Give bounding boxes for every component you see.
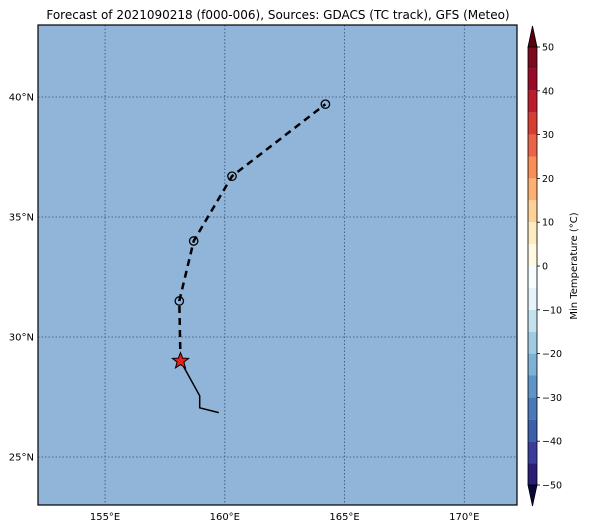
colorbar-tick-label: 40 xyxy=(542,86,554,97)
colorbar-band xyxy=(528,134,537,157)
latitude-tick-label: 35°N xyxy=(9,213,34,224)
ocean-background xyxy=(38,25,517,505)
colorbar-band xyxy=(528,353,537,376)
colorbar-tick-label: −30 xyxy=(542,393,562,404)
colorbar-band xyxy=(528,68,537,91)
colorbar-band xyxy=(528,397,537,420)
longitude-tick-label: 155°E xyxy=(90,512,120,523)
cyclone-track xyxy=(171,99,331,414)
longitude-tick-label: 165°E xyxy=(329,512,359,523)
figure-title: Forecast of 2021090218 (f000-006), Sourc… xyxy=(46,8,509,22)
observed-track-line xyxy=(179,360,219,414)
colorbar-band xyxy=(528,266,537,288)
colorbar-band xyxy=(528,463,537,485)
colorbar-min-extension xyxy=(527,484,538,507)
colorbar-band xyxy=(528,309,537,332)
graticule xyxy=(38,25,517,505)
longitude-tick-label: 170°E xyxy=(449,512,479,523)
colorbar-band xyxy=(528,47,537,69)
forecast-track-line xyxy=(178,103,327,362)
colorbar-band xyxy=(528,244,537,266)
colorbar-max-extension xyxy=(527,25,538,48)
colorbar-band xyxy=(528,90,537,113)
colorbar-band xyxy=(528,287,537,310)
colorbar-tick-label: −10 xyxy=(542,305,562,316)
latitude-tick-label: 30°N xyxy=(9,333,34,344)
longitude-axis: 155°E 160°E 165°E 170°E xyxy=(90,512,480,523)
latitude-axis: 25°N 30°N 35°N 40°N xyxy=(9,93,34,464)
colorbar-tick-label: −40 xyxy=(542,437,562,448)
colorbar-tick-label: 30 xyxy=(542,130,554,141)
latitude-tick-label: 40°N xyxy=(9,93,34,104)
forecast-position-marker xyxy=(174,296,185,306)
latitude-tick-label: 25°N xyxy=(9,453,34,464)
colorbar-band xyxy=(528,200,537,223)
colorbar-band xyxy=(528,112,537,135)
colorbar-band xyxy=(528,419,537,442)
colorbar-tick-label: 0 xyxy=(542,262,548,273)
forecast-position-marker xyxy=(227,171,237,182)
map-frame xyxy=(37,24,518,506)
colorbar-tick-label: −20 xyxy=(542,349,562,360)
longitude-tick-label: 160°E xyxy=(210,512,240,523)
colorbar-band xyxy=(528,222,537,245)
colorbar-band xyxy=(528,178,537,201)
colorbar-band xyxy=(528,331,537,354)
forecast-position-marker xyxy=(188,236,199,246)
colorbar-tick-label: −50 xyxy=(542,481,562,492)
star-icon xyxy=(171,351,190,370)
colorbar-band xyxy=(528,156,537,179)
colorbar-label: Min Temperature (°C) xyxy=(569,212,580,319)
colorbar-band xyxy=(528,441,537,464)
colorbar-tick-label: 20 xyxy=(542,174,554,185)
colorbar-band xyxy=(528,375,537,398)
colorbar-tick-label: 50 xyxy=(542,43,554,54)
map-panel[interactable] xyxy=(37,24,518,506)
colorbar: −50 −40 −30 −20 −10 0 10 20 30 40 50 xyxy=(527,25,562,507)
forecast-position-marker xyxy=(320,99,331,110)
colorbar-tick-label: 10 xyxy=(542,218,554,229)
